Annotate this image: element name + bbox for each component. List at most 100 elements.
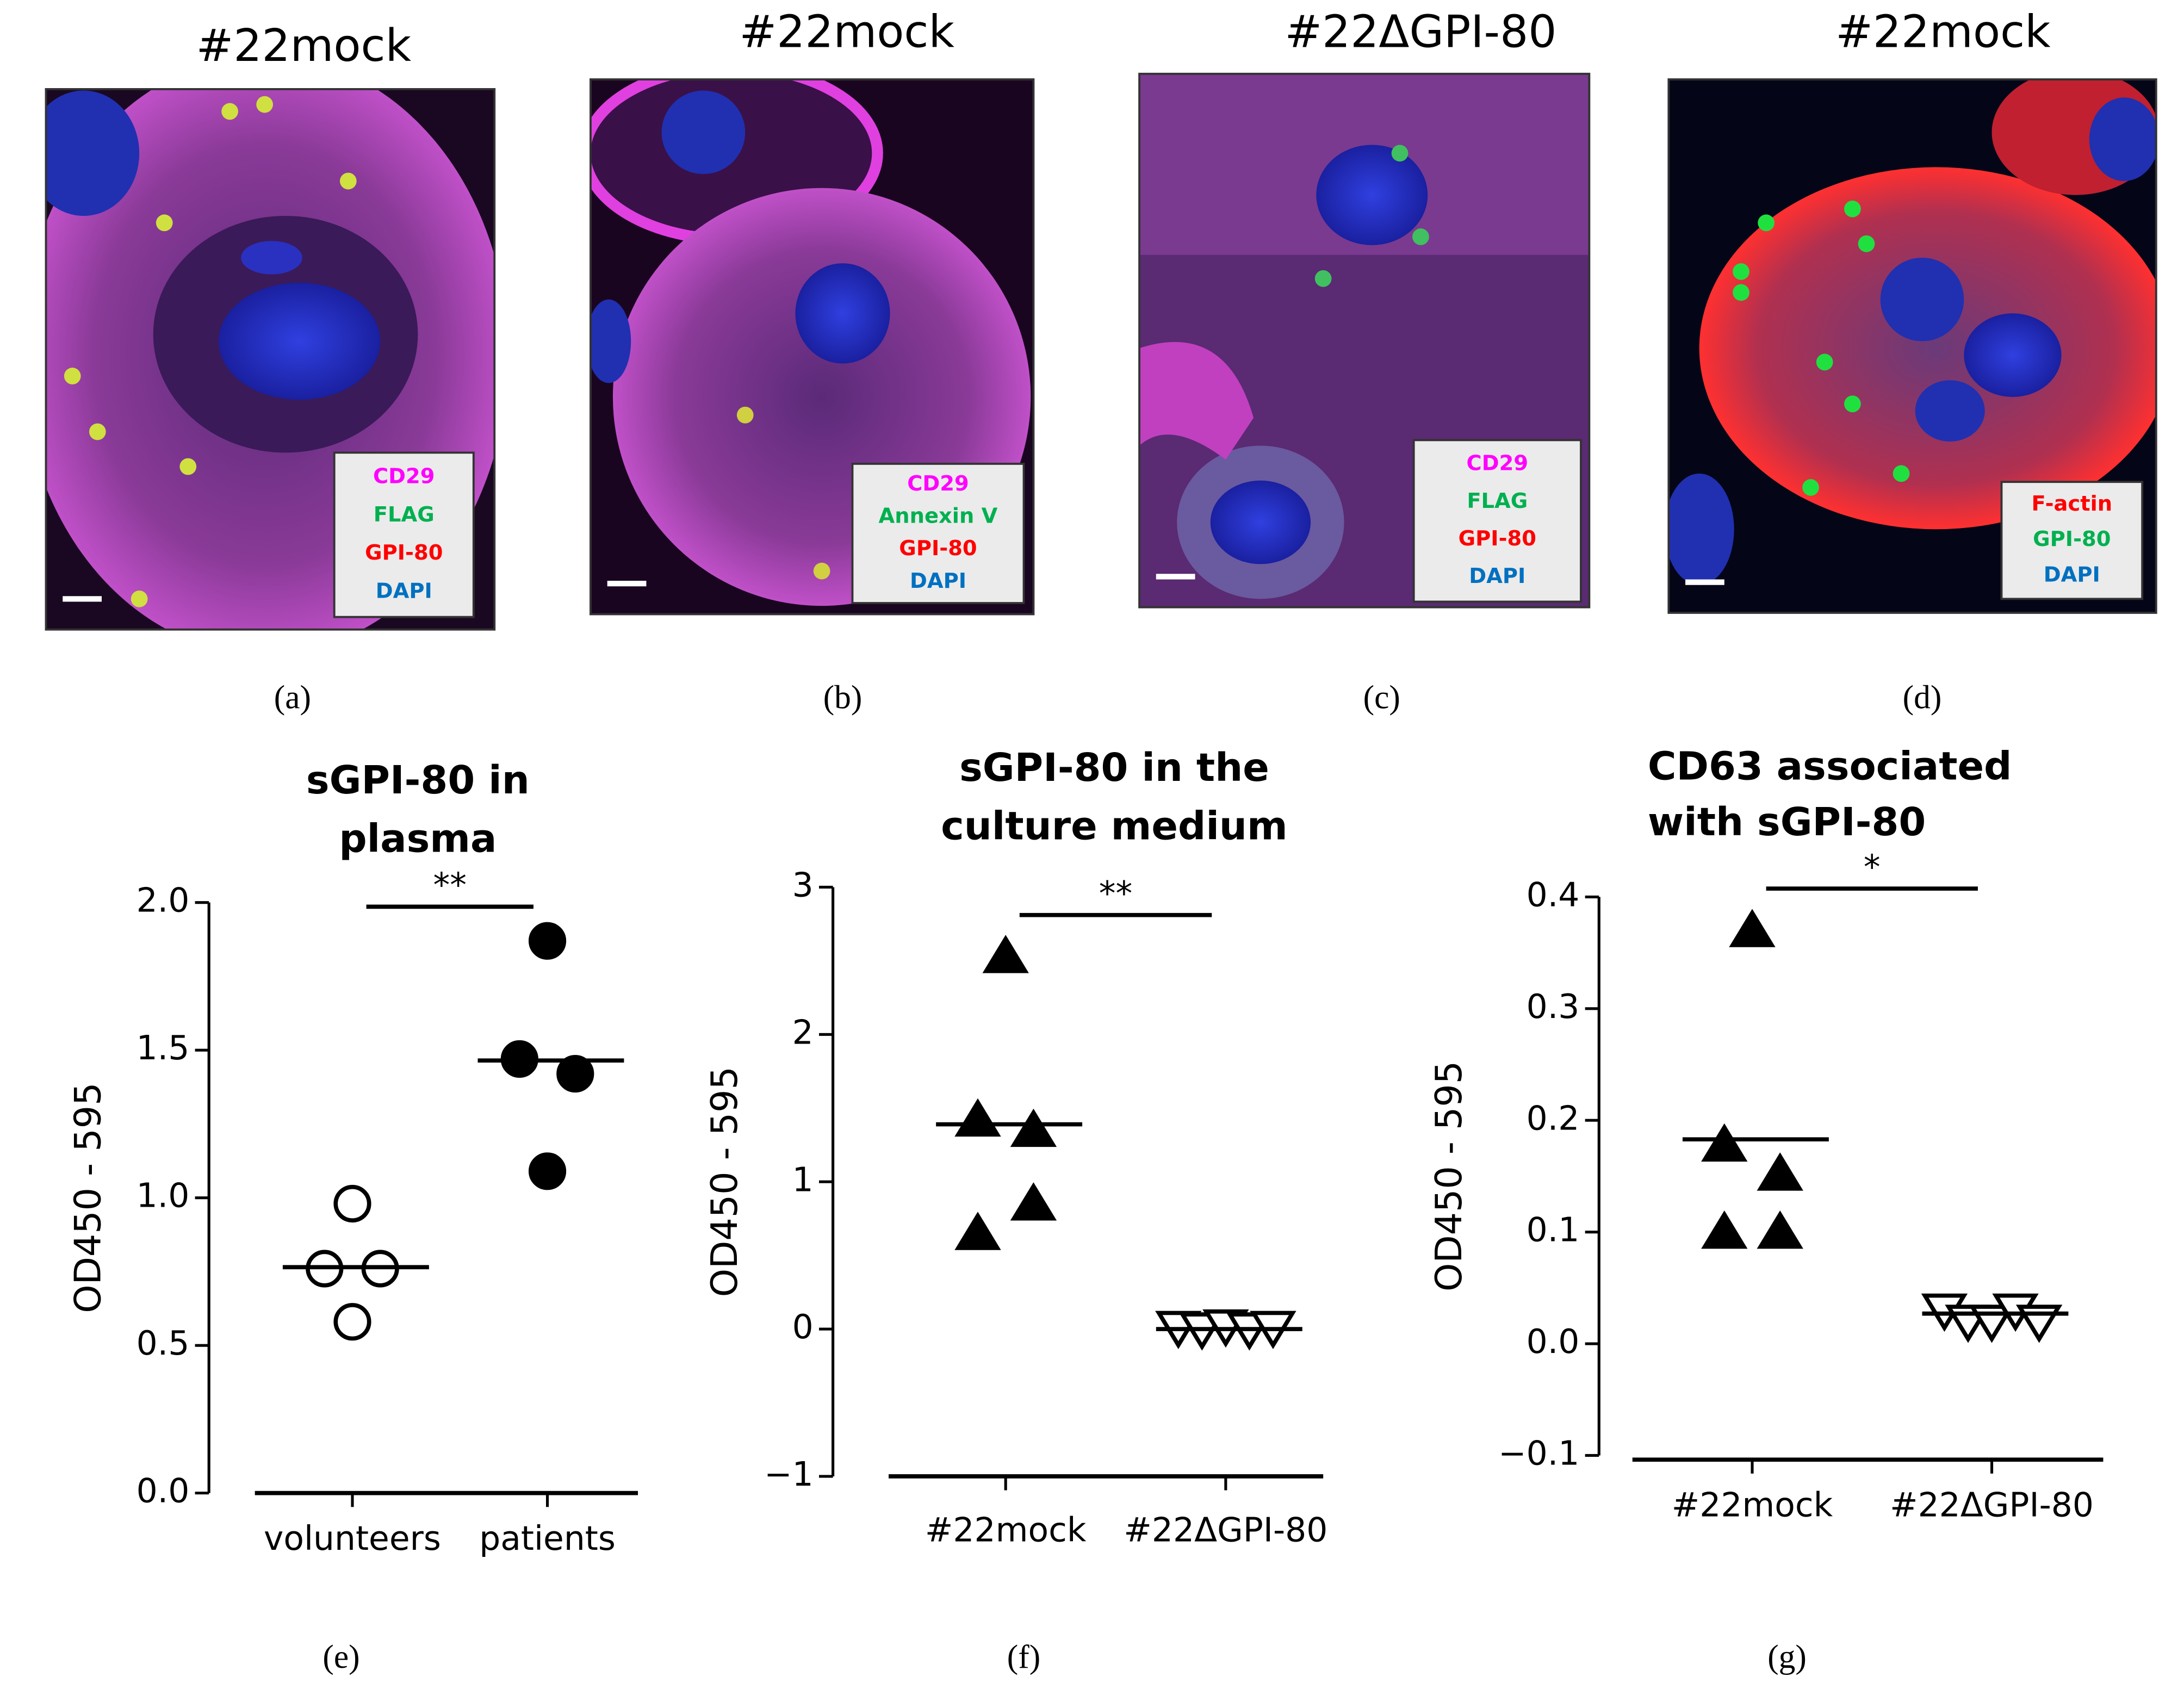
- legend-box: [851, 462, 1025, 604]
- vesicle: [1802, 479, 1819, 496]
- cell-structure: [1139, 342, 1254, 460]
- vesicle: [64, 368, 81, 384]
- y-tick-label: 0: [792, 1308, 814, 1346]
- panel-label: (f): [1007, 1638, 1040, 1675]
- significance-label: **: [433, 866, 467, 905]
- vesicle: [131, 590, 148, 607]
- vesicle: [1412, 228, 1429, 245]
- x-tick-label: #22ΔGPI-80: [1890, 1486, 2094, 1524]
- vesicle: [256, 96, 274, 113]
- vesicle: [156, 214, 173, 232]
- cell-structure: [1210, 480, 1311, 564]
- chart-title: with sGPI-80: [1648, 799, 1926, 845]
- data-point: [1010, 1182, 1057, 1221]
- y-axis-label: OD450 - 595: [67, 1083, 109, 1313]
- y-tick-label: 2: [792, 1013, 814, 1052]
- x-tick-label: volunteers: [264, 1519, 441, 1558]
- legend-entry: CD29: [373, 464, 435, 489]
- data-point: [954, 1212, 1001, 1250]
- cell-structure: [1699, 167, 2156, 530]
- panel-title: #22ΔGPI-80: [1285, 6, 1557, 58]
- vesicle: [1314, 270, 1332, 287]
- cell-structure: [2089, 97, 2156, 181]
- vesicle: [89, 423, 106, 440]
- micrograph: [1668, 79, 2156, 613]
- cell-structure: [219, 282, 381, 400]
- y-tick-label: 1.5: [136, 1029, 190, 1067]
- x-tick-label: #22ΔGPI-80: [1124, 1511, 1327, 1549]
- vesicle: [1858, 235, 1875, 252]
- vesicle: [736, 406, 754, 424]
- legend-entry: CD29: [907, 471, 969, 496]
- cell-structure: [1668, 473, 1734, 585]
- panel-label: (e): [322, 1638, 359, 1675]
- cell-structure: [46, 90, 140, 216]
- legend-entry: GPI-80: [899, 536, 977, 561]
- data-point: [528, 922, 567, 960]
- data-point: [1757, 1210, 1803, 1249]
- vesicle: [221, 103, 238, 120]
- data-point: [982, 935, 1029, 973]
- legend-entry: DAPI: [376, 579, 432, 603]
- image-frame: [590, 78, 1035, 616]
- data-point: [528, 1152, 567, 1190]
- cell-structure: [795, 263, 890, 364]
- legend-entry: FLAG: [374, 502, 435, 527]
- panel-label: (c): [1363, 679, 1400, 716]
- vesicle: [1816, 353, 1833, 371]
- panel-label: (a): [274, 679, 311, 716]
- y-tick-label: 1: [792, 1160, 814, 1199]
- legend-box: [333, 451, 475, 618]
- image-frame: [45, 88, 496, 631]
- vesicle: [1733, 284, 1749, 301]
- vesicle: [1733, 263, 1749, 280]
- data-point: [1701, 1123, 1748, 1162]
- legend-entry: CD29: [1467, 451, 1529, 476]
- image-frame: [1667, 78, 2157, 614]
- chart-title: sGPI-80 in the: [959, 744, 1269, 790]
- data-point: [1729, 909, 1776, 947]
- legend-entry: Annexin V: [879, 504, 998, 529]
- y-tick-label: 1.0: [136, 1177, 190, 1215]
- legend-entry: GPI-80: [2033, 527, 2111, 551]
- data-point: [333, 1303, 371, 1341]
- y-axis-label: OD450 - 595: [703, 1066, 746, 1297]
- legend-entry: DAPI: [910, 569, 966, 593]
- vesicle: [1844, 395, 1861, 413]
- y-tick-label: 0.5: [136, 1324, 190, 1363]
- cell-structure: [1880, 257, 1964, 342]
- panel-title: #22mock: [1835, 6, 2051, 58]
- vesicle: [339, 172, 357, 190]
- data-point: [954, 1098, 1001, 1137]
- y-tick-label: 0.4: [1527, 876, 1580, 915]
- cell-structure: [241, 241, 302, 275]
- panel-title: #22mock: [196, 20, 412, 72]
- vesicle: [1893, 465, 1910, 482]
- x-tick-label: patients: [479, 1519, 616, 1558]
- y-tick-label: 2.0: [136, 881, 190, 920]
- legend-entry: GPI-80: [365, 541, 443, 565]
- data-point: [1701, 1210, 1748, 1249]
- panel-title: #22mock: [740, 6, 955, 58]
- chart-title: CD63 associated: [1648, 743, 2012, 788]
- y-tick-label: 0.1: [1527, 1211, 1580, 1250]
- vesicle: [1844, 200, 1861, 218]
- y-axis-label: OD450 - 595: [1428, 1061, 1470, 1292]
- y-tick-label: −0.1: [1498, 1435, 1579, 1473]
- legend-entry: F-actin: [2032, 492, 2113, 516]
- chart-title: culture medium: [941, 803, 1287, 848]
- legend-entry: FLAG: [1467, 489, 1528, 513]
- legend-entry: DAPI: [2044, 562, 2100, 587]
- x-tick-label: #22mock: [1672, 1486, 1833, 1524]
- y-tick-label: 0.0: [1527, 1323, 1580, 1361]
- cell-structure: [1915, 380, 1985, 442]
- legend-box: [2000, 481, 2144, 600]
- cell-structure: [661, 90, 746, 175]
- cell-structure: [1964, 313, 2062, 397]
- data-point: [1010, 1108, 1057, 1147]
- chart-title: plasma: [339, 816, 497, 861]
- panel-label: (d): [1903, 679, 1942, 716]
- legend-entry: DAPI: [1469, 564, 1525, 588]
